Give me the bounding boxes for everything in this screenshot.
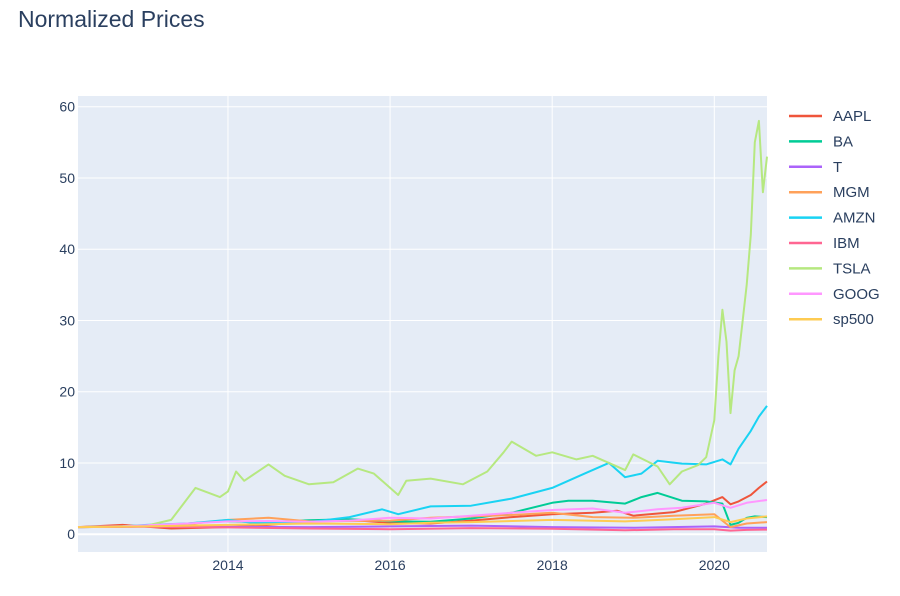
legend-label: AAPL xyxy=(833,108,871,125)
series-lines xyxy=(77,119,768,532)
legend-item-ba[interactable]: BA xyxy=(789,133,853,150)
legend-label: BA xyxy=(833,133,853,150)
x-axis-ticks: 2014 2016 2018 2020 xyxy=(212,557,730,573)
legend-label: sp500 xyxy=(833,311,874,328)
chart-title: Normalized Prices xyxy=(18,6,205,32)
y-tick-label: 60 xyxy=(59,99,75,115)
y-tick-label: 30 xyxy=(59,312,75,328)
y-tick-label: 0 xyxy=(67,526,75,542)
legend-item-amzn[interactable]: AMZN xyxy=(789,210,876,227)
x-tick-label: 2014 xyxy=(212,557,243,573)
legend-label: GOOG xyxy=(833,286,880,303)
series-line-ibm xyxy=(77,525,768,532)
series-line-sp500 xyxy=(77,515,768,529)
legend-item-aapl[interactable]: AAPL xyxy=(789,108,871,125)
series-line-goog xyxy=(77,499,768,529)
legend-item-mgm[interactable]: MGM xyxy=(789,184,870,201)
gridlines xyxy=(78,96,767,552)
legend-item-goog[interactable]: GOOG xyxy=(789,286,880,303)
plot-background xyxy=(78,96,767,552)
y-tick-label: 10 xyxy=(59,455,75,471)
y-tick-label: 50 xyxy=(59,170,75,186)
legend-item-tsla[interactable]: TSLA xyxy=(789,260,871,277)
y-axis-ticks: 0 10 20 30 40 50 60 xyxy=(59,99,75,543)
x-tick-label: 2016 xyxy=(374,557,405,573)
legend-label: IBM xyxy=(833,235,860,252)
series-line-aapl xyxy=(77,480,768,530)
x-tick-label: 2018 xyxy=(537,557,568,573)
legend-item-t[interactable]: T xyxy=(789,159,842,176)
x-tick-label: 2020 xyxy=(699,557,730,573)
series-line-tsla xyxy=(77,119,768,529)
legend-label: TSLA xyxy=(833,260,871,277)
y-tick-label: 20 xyxy=(59,384,75,400)
y-tick-label: 40 xyxy=(59,241,75,257)
legend-item-sp500[interactable]: sp500 xyxy=(789,311,874,328)
legend-label: T xyxy=(833,159,842,176)
legend[interactable]: AAPL BA T MGM AMZN IBM TSLA GOOG sp500 xyxy=(789,108,880,328)
legend-label: MGM xyxy=(833,184,870,201)
legend-item-ibm[interactable]: IBM xyxy=(789,235,860,252)
legend-label: AMZN xyxy=(833,210,876,227)
